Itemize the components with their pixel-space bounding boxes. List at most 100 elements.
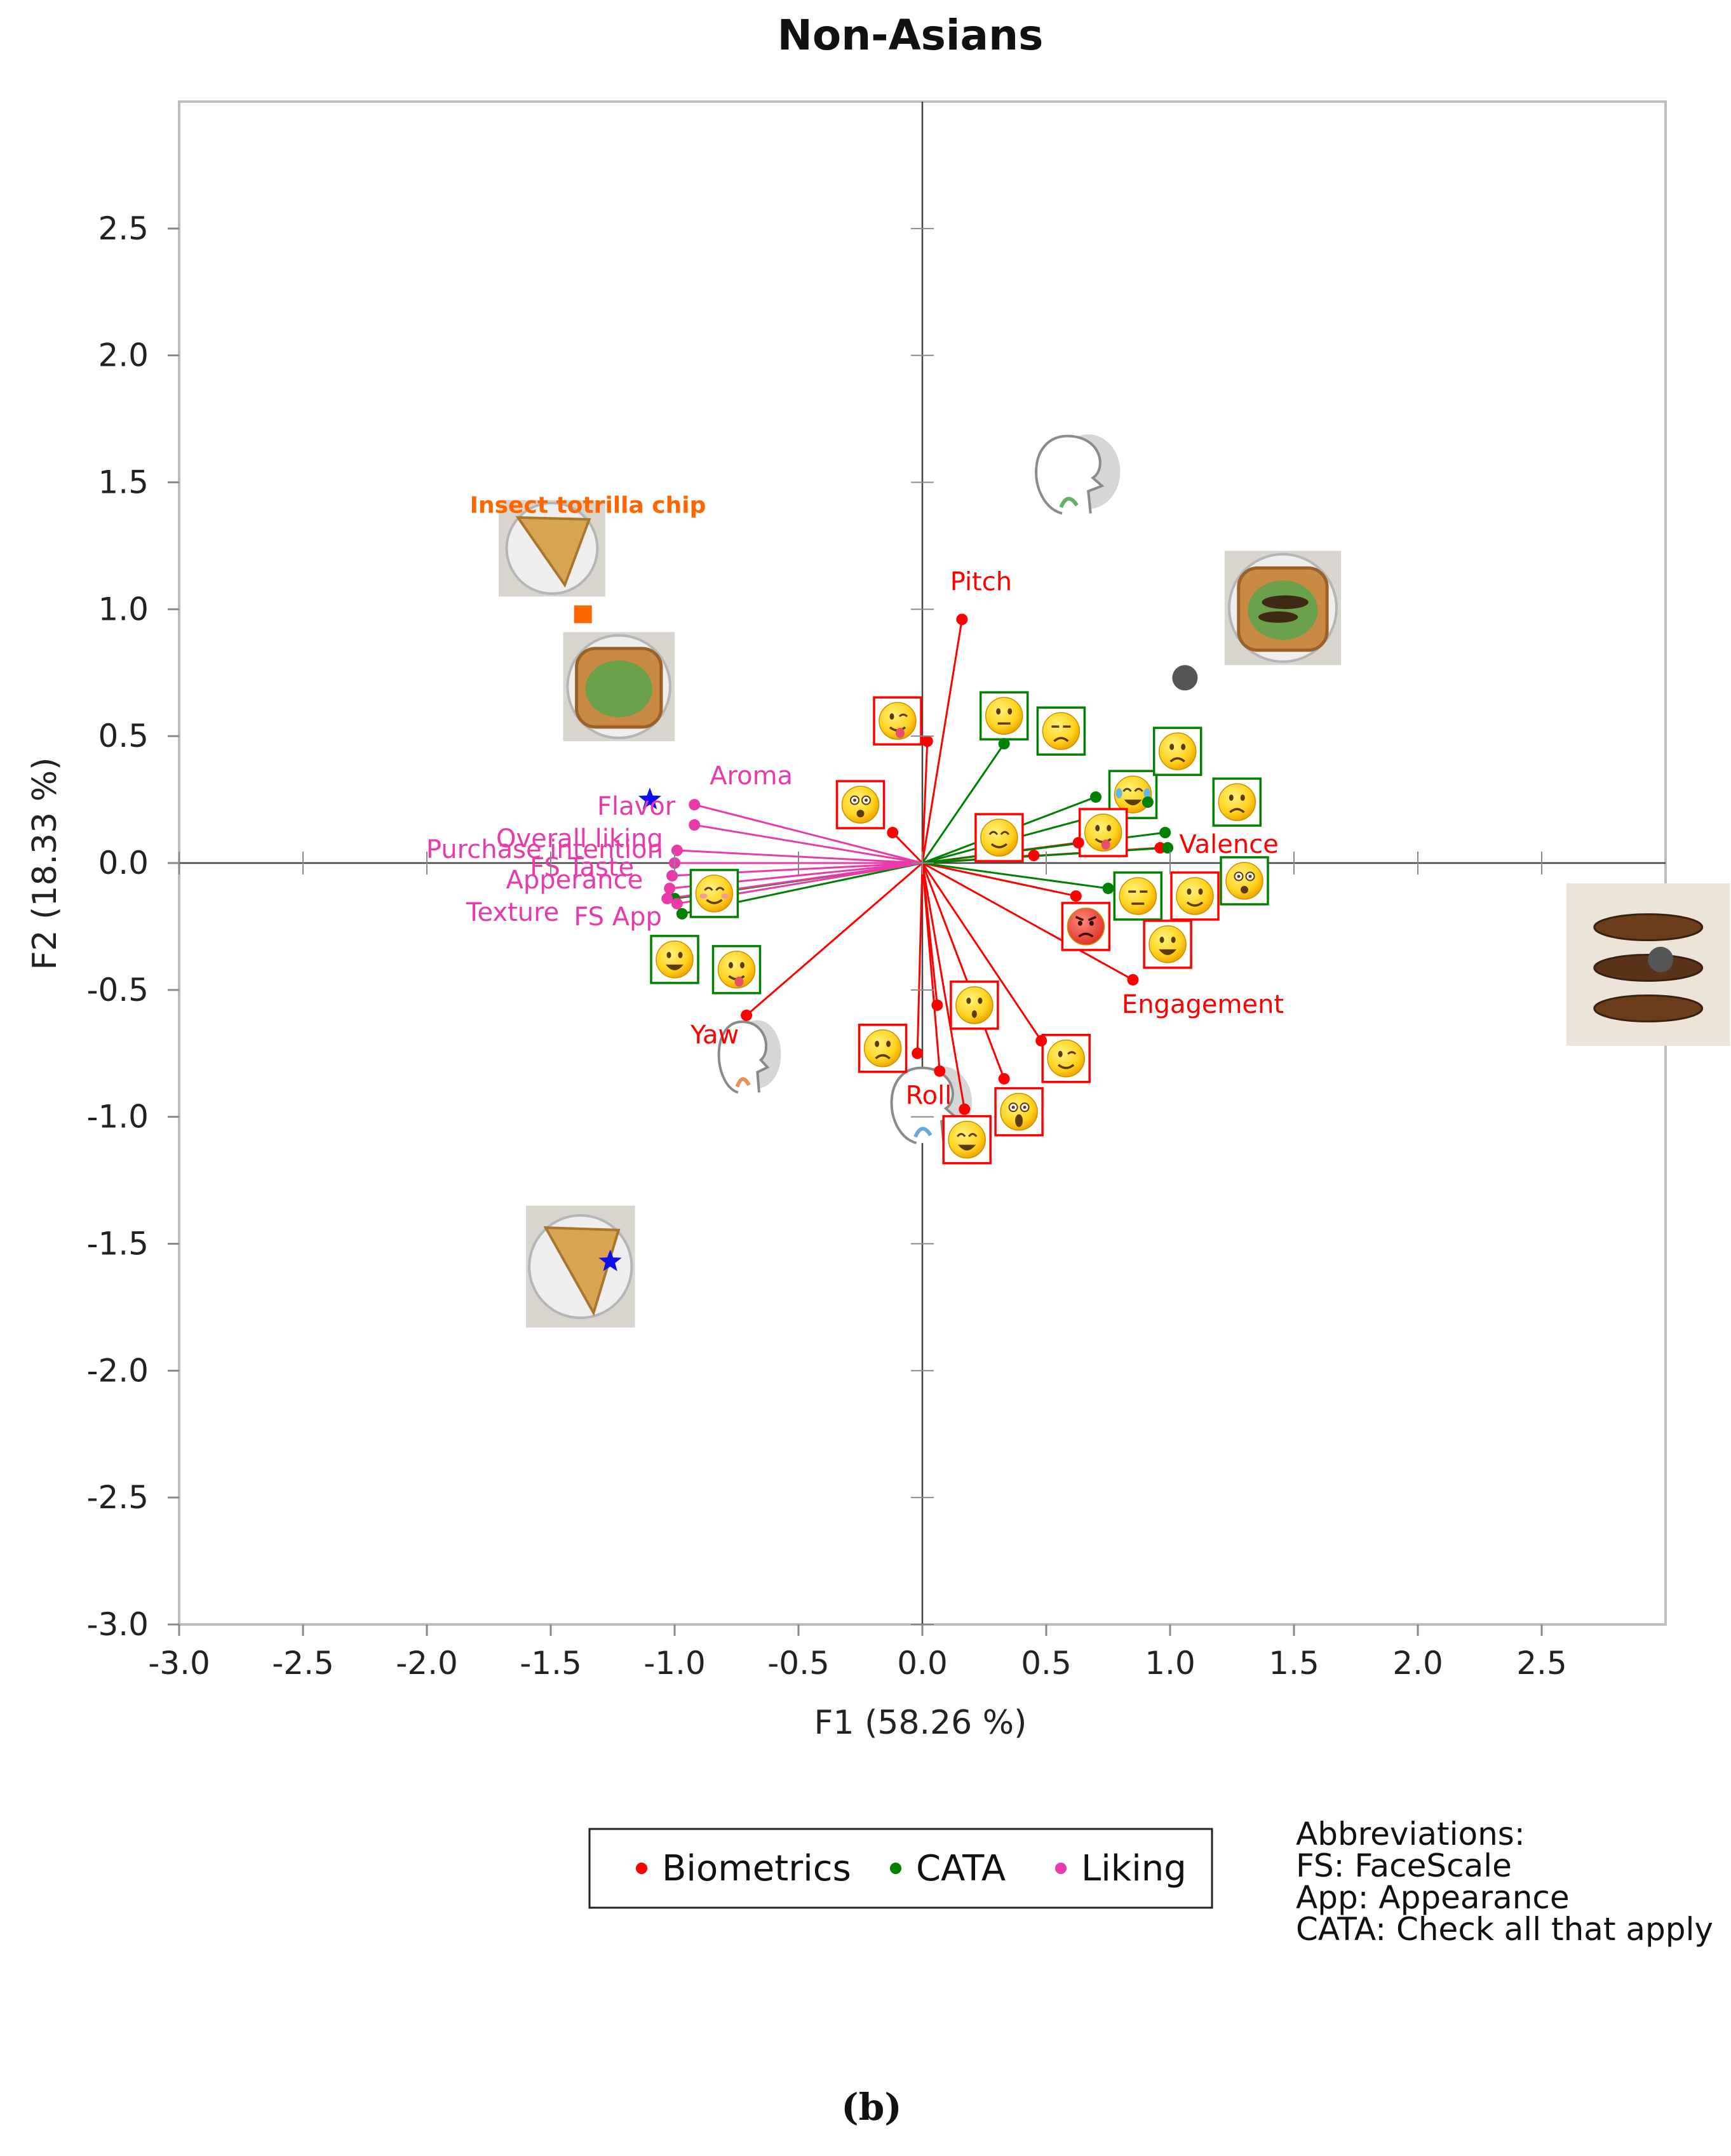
grin-emoji — [1143, 920, 1192, 969]
loading-vector — [694, 824, 923, 864]
x-tick-label: -2.0 — [396, 1645, 458, 1682]
variable-labels: Pitch Valence Engagement Roll Yaw Aroma Flavor… — [426, 567, 1284, 1110]
variable-point-liking — [671, 845, 683, 857]
abbreviation-fs: FS: FaceScale — [1296, 1847, 1512, 1884]
x-tick-label: -2.5 — [272, 1645, 334, 1682]
variable-point-cata — [1159, 827, 1171, 839]
x-tick-label: -0.5 — [767, 1645, 830, 1682]
roasted-insects-photo — [1566, 883, 1730, 1046]
x-tick-label: -1.5 — [520, 1645, 582, 1682]
smiley-emoji — [650, 935, 699, 984]
abbreviation-cata: CATA: Check all that apply — [1296, 1911, 1713, 1948]
y-tick-label: 2.0 — [98, 337, 149, 374]
x-tick-label: 0.5 — [1021, 1645, 1072, 1682]
variable-label: Pitch — [950, 567, 1012, 596]
variable-point-biometrics — [741, 1009, 753, 1021]
variable-point-biometrics — [934, 1065, 946, 1077]
chart-title: Non-Asians — [778, 11, 1044, 60]
variable-point-liking — [661, 892, 673, 904]
variable-label: FS Taste — [530, 853, 634, 882]
y-tick-label: -1.0 — [86, 1099, 149, 1135]
observation-circle — [1648, 946, 1674, 972]
loading-vector — [922, 847, 1168, 864]
variable-point-biometrics — [1072, 837, 1084, 849]
loading-vector — [694, 803, 923, 864]
loading-vector — [746, 862, 923, 1016]
variable-label: Valence — [1179, 830, 1278, 859]
observation-star — [598, 1249, 622, 1271]
image-markers — [499, 434, 1730, 1328]
variable-point-liking — [666, 869, 678, 881]
variable-label: Flavor — [597, 792, 676, 821]
variable-point-biometrics — [998, 1073, 1010, 1085]
variable-point-cata — [1142, 796, 1154, 808]
variable-point-cata — [1102, 882, 1114, 894]
legend-marker — [890, 1863, 901, 1874]
variable-label: Texture — [466, 898, 559, 927]
variable-point-liking — [671, 897, 683, 909]
flushed-emoji — [835, 780, 886, 829]
variable-label: Apperance — [506, 866, 643, 895]
smirk-emoji — [974, 813, 1024, 862]
variable-point-cata — [998, 738, 1010, 750]
toast-with-avocado-and-insects-photo — [1224, 551, 1342, 666]
observation-star — [638, 787, 662, 810]
x-tick-label: 2.0 — [1392, 1645, 1443, 1682]
loading-vector — [921, 862, 1042, 1041]
x-axis-label: F1 (58.26 %) — [814, 1704, 1027, 1742]
variable-point-liking — [689, 799, 701, 811]
figure-caption: (b) — [841, 2086, 901, 2129]
abbreviation-app: App: Appearance — [1296, 1879, 1570, 1916]
x-tick-label: 1.5 — [1269, 1645, 1319, 1682]
y-tick-label: -2.0 — [86, 1352, 149, 1389]
loading-vector — [921, 862, 941, 1071]
confused-emoji — [1212, 777, 1262, 827]
observation-circle — [1172, 665, 1198, 691]
observation-square — [574, 605, 592, 624]
variable-points — [661, 613, 1174, 1115]
legend-label: Biometrics — [662, 1848, 851, 1889]
kissing-emoji — [950, 981, 999, 1030]
tortilla-chip-photo — [526, 1205, 635, 1328]
wink-tongue-emoji — [873, 696, 922, 746]
variable-point-cata — [676, 907, 688, 920]
observation-label: Insect totrilla chip — [470, 492, 706, 518]
y-tick-label: -1.5 — [86, 1226, 149, 1262]
variable-point-biometrics — [921, 735, 933, 747]
unamused-emoji — [1036, 706, 1086, 756]
variable-point-biometrics — [1028, 850, 1040, 862]
variable-point-biometrics — [887, 827, 899, 839]
variable-label: Purchase intention — [426, 835, 663, 864]
loading-vector — [922, 862, 1134, 981]
y-tick-label: 1.5 — [98, 464, 149, 501]
loading-vector — [922, 862, 1108, 890]
y-tick-label: 0.5 — [98, 718, 149, 754]
y-tick-label: -2.5 — [86, 1479, 149, 1516]
y-tick-label: 0.0 — [98, 845, 149, 881]
loading-vector — [921, 619, 963, 864]
legend-label: CATA — [916, 1848, 1006, 1889]
x-tick-label: 2.5 — [1516, 1645, 1567, 1682]
legend: Biometrics CATA Liking — [588, 1828, 1213, 1909]
x-tick-label: 0.0 — [897, 1645, 948, 1682]
variable-point-biometrics — [931, 999, 943, 1011]
loading-vector — [922, 862, 1077, 897]
surprised-emoji — [1220, 856, 1269, 906]
loading-vector — [921, 862, 966, 1109]
variable-label: FS App — [574, 902, 662, 932]
tortilla-chip-with-cup-photo — [499, 500, 605, 597]
abbreviations-note: Abbreviations: FS: FaceScale App: Appear… — [1296, 1816, 1713, 1948]
loading-vector — [922, 831, 1166, 864]
variable-point-biometrics — [959, 1103, 971, 1115]
variable-label: Overall liking — [496, 824, 663, 854]
y-tick-label: 2.5 — [98, 210, 149, 247]
scream-emoji — [994, 1087, 1044, 1137]
variable-point-liking — [689, 819, 701, 831]
neutral-emoji — [979, 691, 1029, 740]
y-tick-label: -3.0 — [86, 1606, 149, 1643]
y-tick-label: -0.5 — [86, 972, 149, 1008]
variable-point-biometrics — [1035, 1034, 1047, 1047]
axis-ticks: -3.0 -2.5 -2.0 -1.5 -1.0 -0.5 0.0 0.5 1.0 1.5 2.0 2… — [86, 210, 1566, 1682]
y-tick-label: 1.0 — [98, 591, 149, 627]
